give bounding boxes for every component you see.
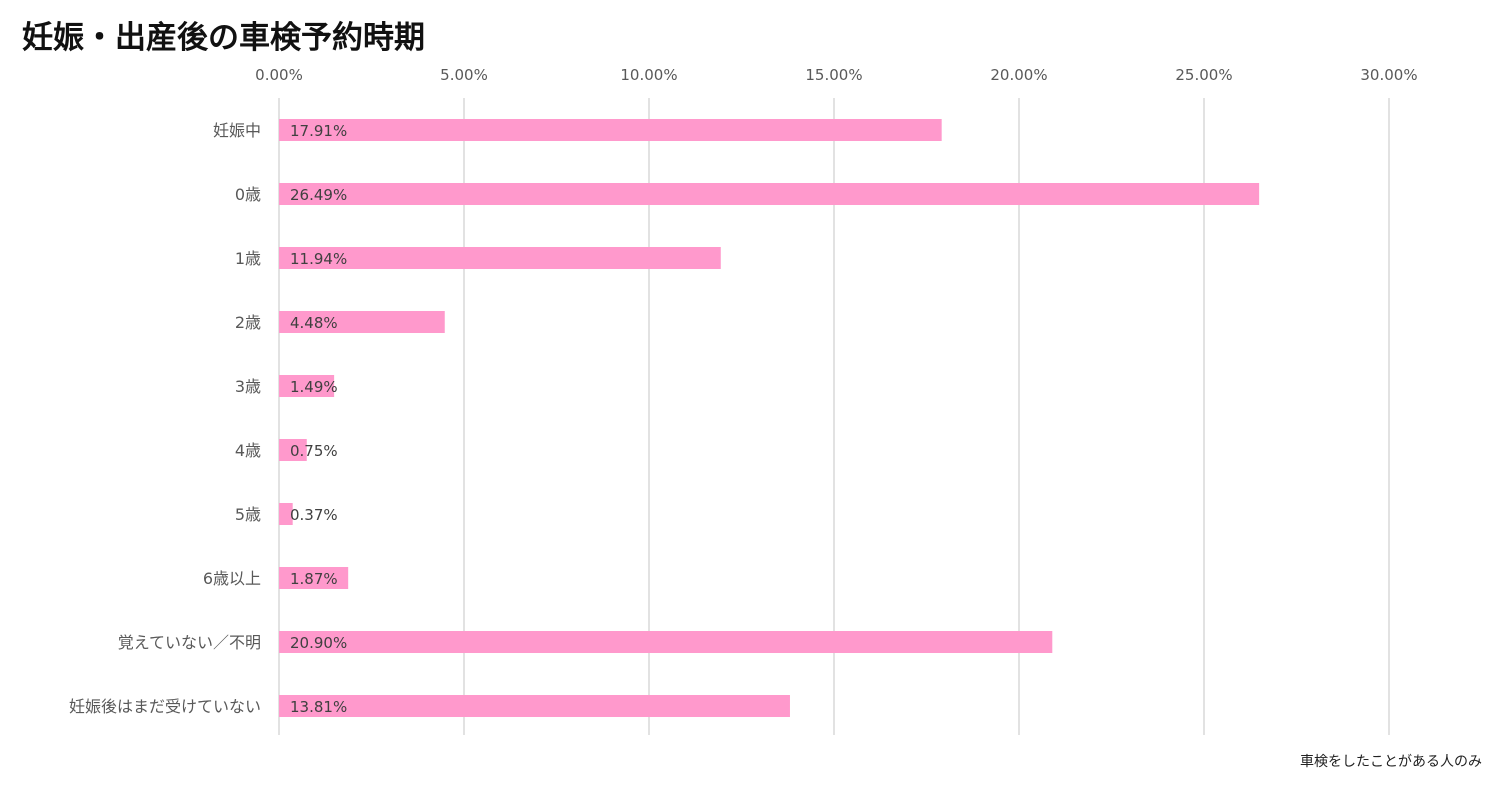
x-tick-label: 5.00% [440, 66, 488, 84]
x-axis-tick-labels: 0.00% 5.00% 10.00% 15.00% 20.00% 25.00% 30.00% [255, 66, 1417, 84]
bar [279, 183, 1260, 205]
chart-title: 妊娠・出産後の車検予約時期 [22, 20, 425, 56]
footnote: 車検をしたことがある人のみ [1300, 754, 1482, 770]
bar [279, 311, 445, 333]
x-tick-label: 30.00% [1360, 66, 1417, 84]
x-tick-label: 20.00% [990, 66, 1047, 84]
category-label: 6歳以上 [203, 569, 261, 588]
data-labels: 17.91% 26.49% 11.94% 4.48% 1.49% 0.75% 0.37% 1.… [290, 122, 347, 716]
data-label: 11.94% [290, 250, 347, 268]
category-label: 0歳 [235, 185, 261, 204]
bar [279, 375, 335, 397]
category-label: 5歳 [235, 505, 261, 524]
bar [279, 567, 349, 589]
data-label: 0.37% [290, 506, 338, 524]
x-tick-label: 0.00% [255, 66, 303, 84]
x-tick-label: 25.00% [1175, 66, 1232, 84]
category-label: 覚えていない／不明 [118, 633, 261, 652]
bar [279, 247, 721, 269]
bars [279, 119, 1260, 717]
category-label: 3歳 [235, 377, 261, 396]
x-tick-label: 10.00% [620, 66, 677, 84]
category-label: 妊娠後はまだ受けていない [69, 697, 261, 716]
bar [279, 119, 942, 141]
data-label: 26.49% [290, 186, 347, 204]
x-tick-label: 15.00% [805, 66, 862, 84]
data-label: 1.87% [290, 570, 338, 588]
bar [279, 503, 293, 525]
data-label: 4.48% [290, 314, 338, 332]
data-label: 0.75% [290, 442, 338, 460]
data-label: 1.49% [290, 378, 338, 396]
data-label: 17.91% [290, 122, 347, 140]
bar [279, 631, 1053, 653]
bar [279, 439, 307, 461]
data-label: 20.90% [290, 634, 347, 652]
category-label: 4歳 [235, 441, 261, 460]
category-label: 2歳 [235, 313, 261, 332]
data-label: 13.81% [290, 698, 347, 716]
category-label: 1歳 [235, 249, 261, 268]
category-label: 妊娠中 [213, 121, 261, 140]
bar [279, 695, 790, 717]
